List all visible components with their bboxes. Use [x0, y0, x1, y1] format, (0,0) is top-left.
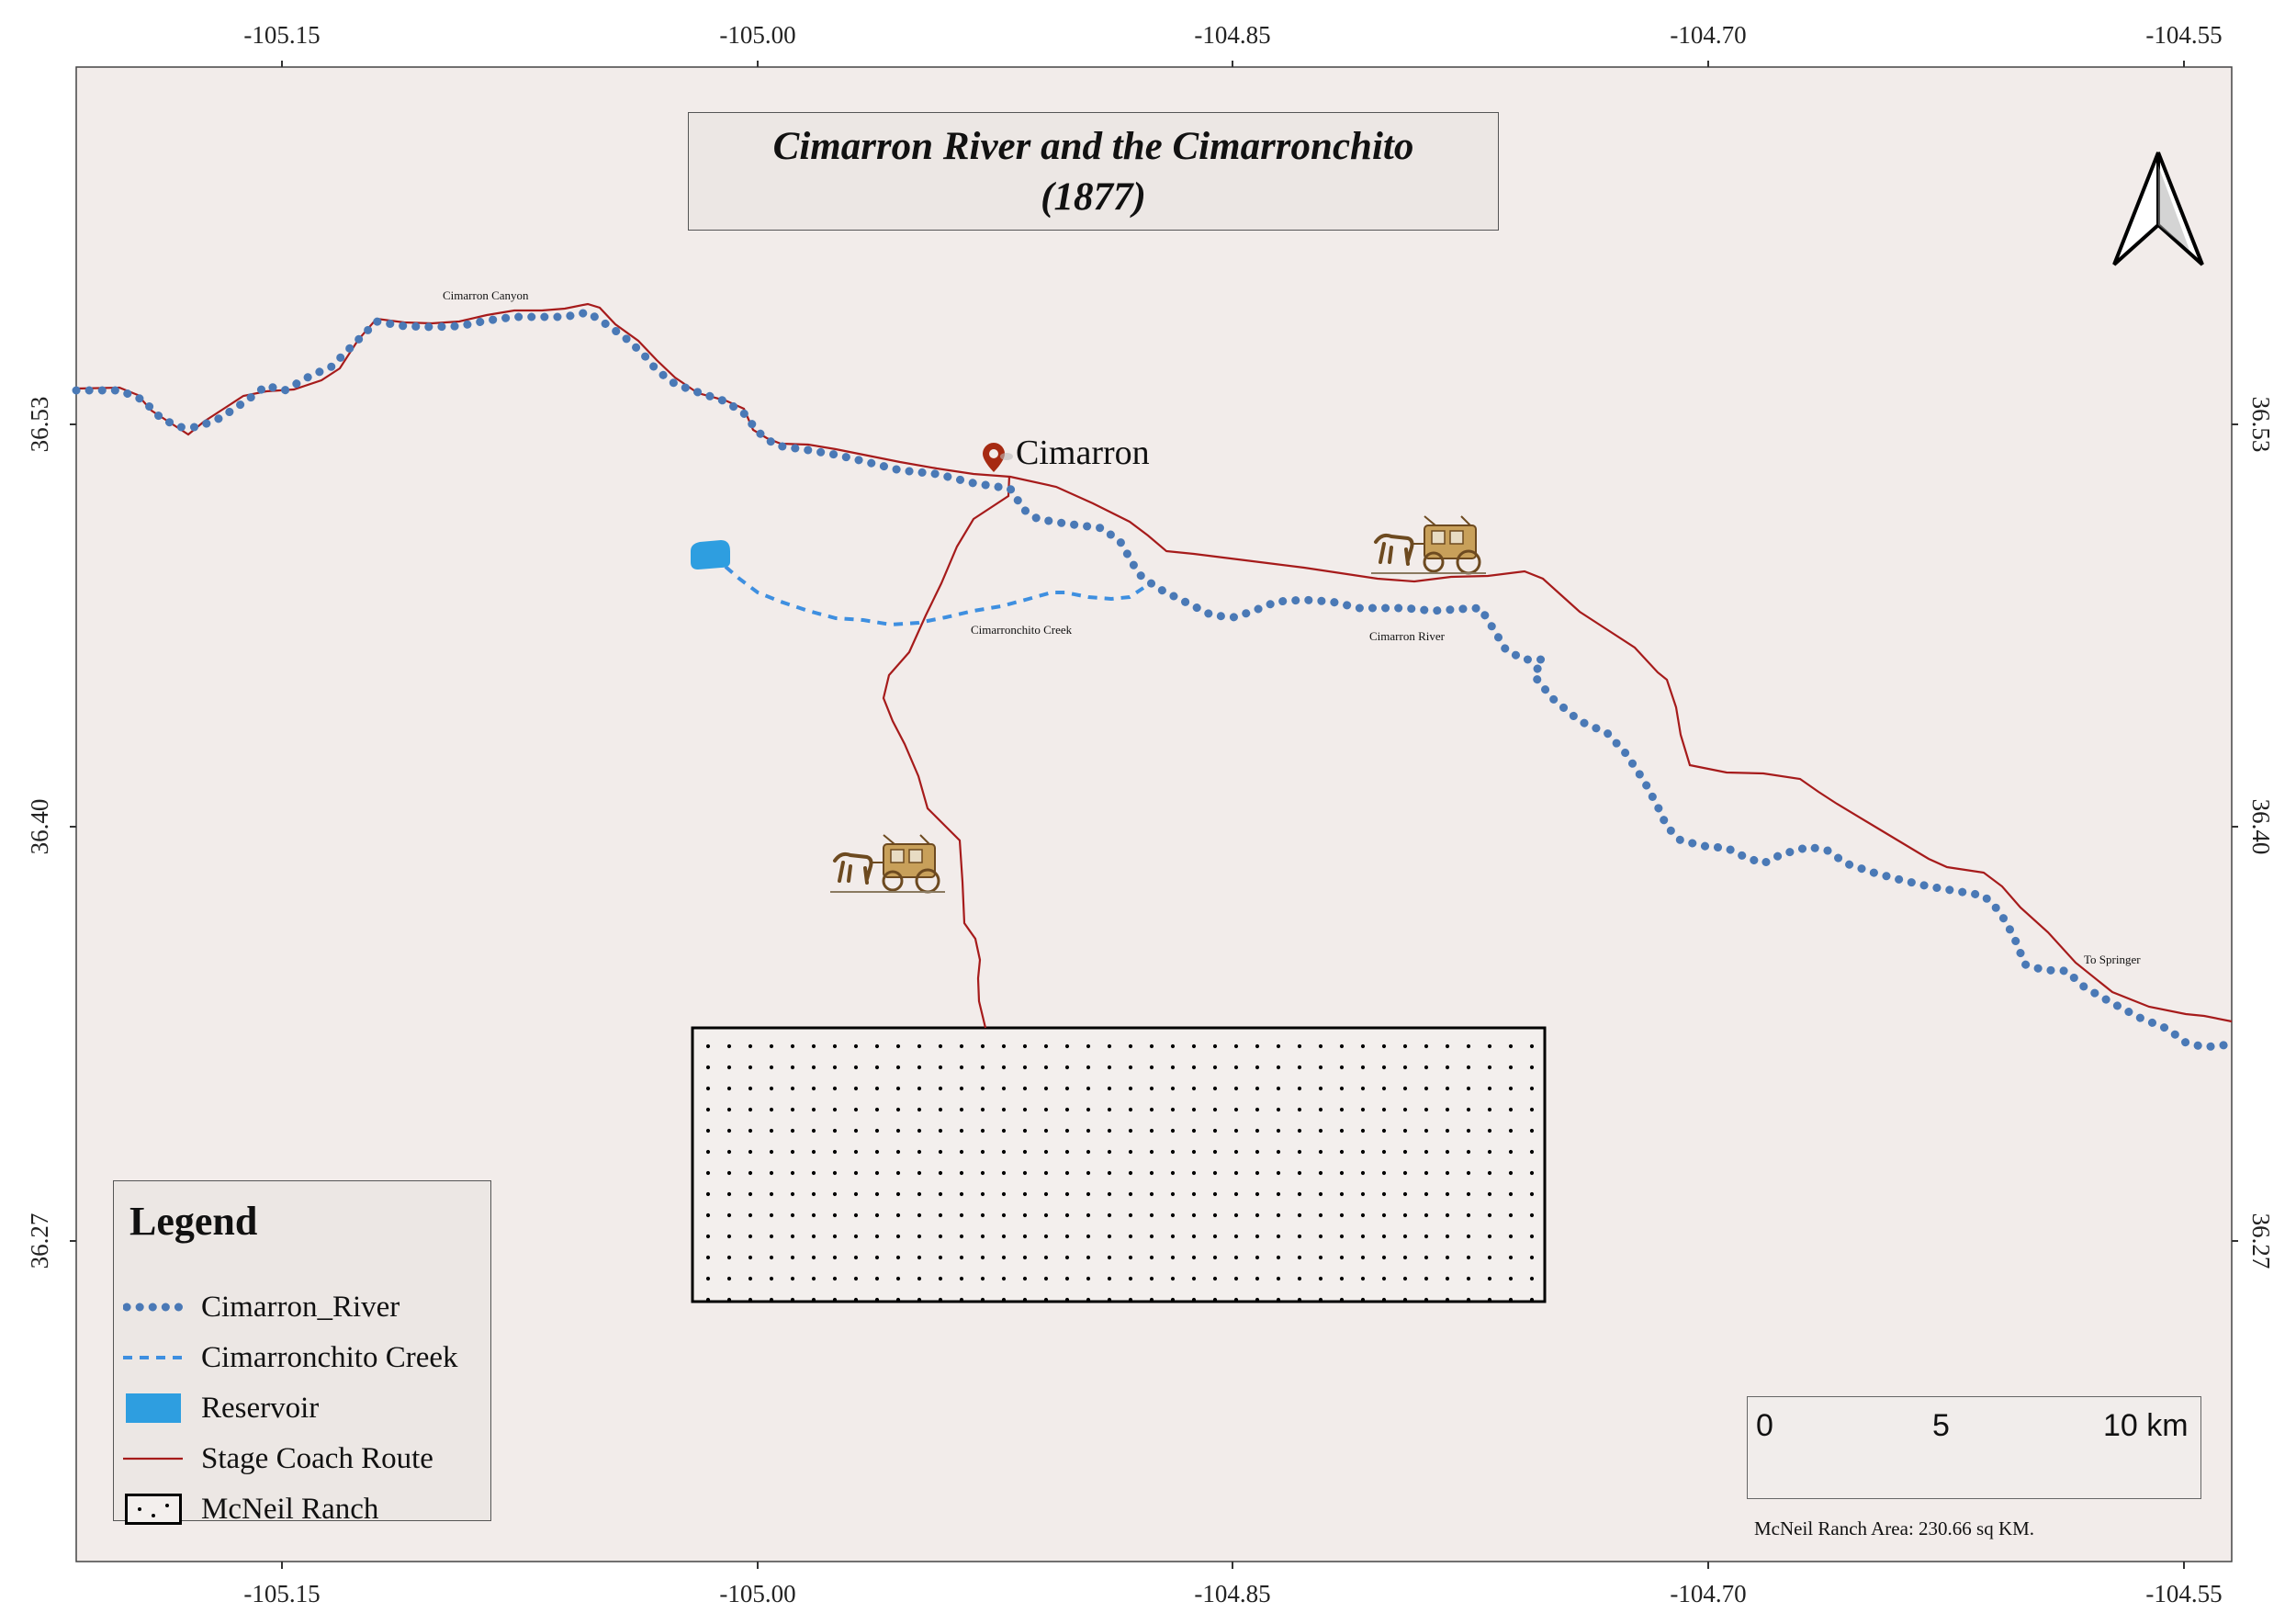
bottom-tick-label: -104.85 [1194, 1580, 1270, 1607]
right-tick-label: 36.27 [2247, 1213, 2275, 1269]
label-cimarron-town: Cimarron [1016, 434, 1150, 472]
top-tick-label: -105.15 [243, 21, 320, 49]
legend-item-stage-coach-route: Stage Coach Route [123, 1440, 486, 1477]
top-axis: -105.15 -105.00 -104.85 -104.70 -104.55 [243, 21, 2223, 67]
top-tick-label: -105.00 [719, 21, 795, 49]
route-swatch-icon [123, 1442, 183, 1475]
scale-label-0: 0 [1756, 1408, 1773, 1443]
right-tick-label: 36.53 [2247, 397, 2275, 453]
map-title: Cimarron River and the Cimarronchito (18… [688, 112, 1499, 231]
bottom-tick-label: -105.00 [719, 1580, 795, 1607]
label-cimarron-canyon: Cimarron Canyon [443, 288, 529, 302]
map-title-line1: Cimarron River and the Cimarronchito [772, 124, 1414, 168]
ranch-swatch-icon [123, 1493, 183, 1526]
legend-label: Reservoir [201, 1391, 320, 1425]
legend-title: Legend [129, 1199, 258, 1244]
scale-label-5: 5 [1932, 1408, 1950, 1443]
bottom-tick-label: -104.70 [1670, 1580, 1746, 1607]
legend-item-cimarron-river: Cimarron_River [123, 1289, 486, 1325]
mcneil-ranch-polygon [691, 1026, 1547, 1303]
stagecoach-icon [830, 834, 945, 894]
stagecoach-icon [1371, 515, 1486, 575]
bottom-axis: -105.15 -105.00 -104.85 -104.70 -104.55 [243, 1562, 2223, 1607]
left-axis: 36.53 36.40 36.27 [26, 397, 76, 1269]
left-tick-label: 36.53 [26, 397, 53, 453]
legend-item-reservoir: Reservoir [123, 1390, 486, 1427]
legend-label: Stage Coach Route [201, 1441, 433, 1475]
creek-swatch-icon [123, 1341, 183, 1374]
scale-bar: 0 5 10 km [1747, 1396, 2201, 1499]
legend: Legend Cimarron_River Cimarronchito Cree… [113, 1180, 491, 1526]
stage-coach-route-branch [882, 475, 1011, 1029]
bottom-tick-label: -105.15 [243, 1580, 320, 1607]
river-swatch-icon [123, 1291, 183, 1324]
top-tick-label: -104.85 [1194, 21, 1270, 49]
right-tick-label: 36.40 [2247, 799, 2275, 855]
legend-item-cimarronchito-creek: Cimarronchito Creek [123, 1339, 486, 1376]
map-pin-icon [983, 443, 1013, 472]
reservoir-swatch-icon [123, 1392, 183, 1425]
label-cimarron-river: Cimarron River [1369, 629, 1446, 643]
legend-item-mcneil-ranch: McNeil Ranch [123, 1491, 486, 1528]
legend-label: Cimarronchito Creek [201, 1340, 458, 1374]
top-tick-label: -104.70 [1670, 21, 1746, 49]
bottom-tick-label: -104.55 [2145, 1580, 2222, 1607]
right-axis: 36.53 36.40 36.27 [2232, 397, 2275, 1269]
scale-label-10: 10 km [2103, 1408, 2189, 1443]
left-tick-label: 36.27 [26, 1213, 53, 1269]
cimarronchito-creek [724, 565, 1145, 627]
area-note: McNeil Ranch Area: 230.66 sq KM. [1754, 1517, 2035, 1539]
legend-label: McNeil Ranch [201, 1492, 379, 1526]
left-tick-label: 36.40 [26, 799, 53, 855]
reservoir [691, 540, 730, 570]
cimarron-river [72, 308, 2236, 1052]
top-tick-label: -104.55 [2145, 21, 2222, 49]
map-title-line2: (1877) [1041, 175, 1146, 219]
label-to-springer: To Springer [2084, 953, 2141, 966]
legend-label: Cimarron_River [201, 1290, 400, 1324]
label-cimarronchito-creek: Cimarronchito Creek [971, 623, 1073, 637]
north-arrow-icon [2112, 152, 2204, 266]
